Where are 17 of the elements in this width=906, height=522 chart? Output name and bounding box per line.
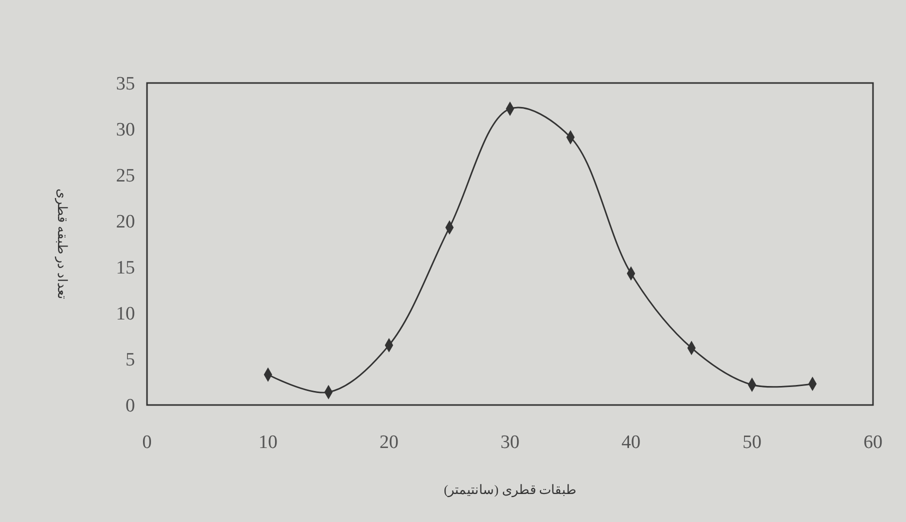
y-tick-label: 5 — [126, 350, 135, 371]
x-tick-label: 10 — [258, 432, 278, 453]
x-axis-title: طبقات قطری (سانتیمتر) — [444, 482, 576, 498]
y-tick-label: 20 — [116, 212, 135, 233]
y-tick-label: 0 — [126, 396, 135, 417]
x-tick-label: 30 — [500, 432, 520, 453]
x-tick-label: 50 — [742, 432, 762, 453]
y-tick-label: 35 — [116, 74, 135, 95]
y-tick-label: 15 — [116, 258, 135, 279]
y-tick-label: 25 — [116, 166, 135, 187]
x-tick-label: 60 — [864, 432, 882, 453]
y-tick-label: 10 — [116, 304, 135, 325]
x-tick-label: 0 — [142, 432, 152, 453]
y-tick-label: 30 — [116, 120, 135, 141]
x-tick-label: 40 — [622, 432, 640, 453]
x-tick-label: 20 — [380, 432, 398, 453]
y-axis-title: تعداد در طبقه قطری — [54, 188, 70, 300]
